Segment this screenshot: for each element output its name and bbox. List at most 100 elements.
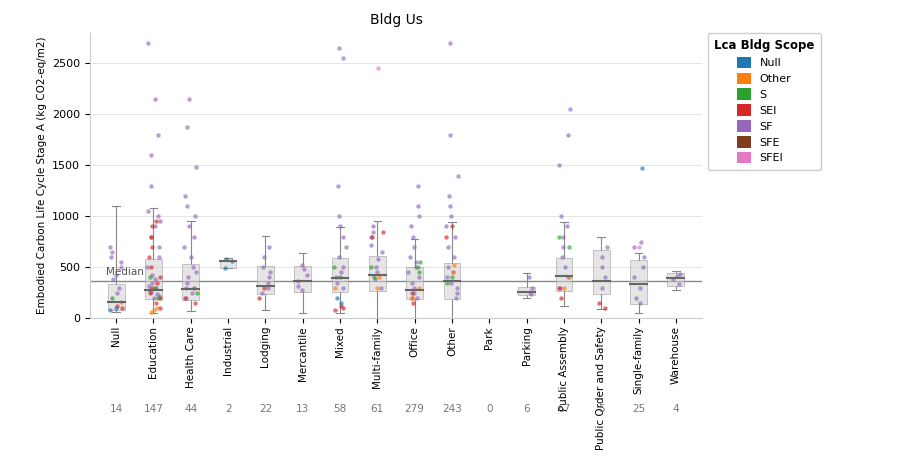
Point xyxy=(372,274,386,281)
Point xyxy=(556,233,571,241)
Point xyxy=(368,276,382,283)
Point xyxy=(141,39,156,47)
Point xyxy=(328,307,342,314)
Point xyxy=(598,304,612,312)
Point xyxy=(144,233,158,241)
Point xyxy=(186,233,201,241)
Point xyxy=(370,284,384,292)
Point xyxy=(330,182,345,190)
Point xyxy=(633,299,647,307)
Point xyxy=(148,95,162,103)
Point xyxy=(148,284,162,292)
Bar xyxy=(630,260,647,304)
Point xyxy=(364,241,378,249)
Point xyxy=(371,65,385,72)
Point xyxy=(407,243,421,251)
Point xyxy=(555,243,570,251)
Point xyxy=(178,294,193,301)
Point xyxy=(447,262,462,269)
Point xyxy=(371,256,385,263)
Point xyxy=(144,308,158,316)
Point xyxy=(140,207,155,215)
Bar xyxy=(145,259,162,299)
Point xyxy=(103,307,117,314)
Point xyxy=(261,284,275,292)
Point xyxy=(411,274,426,281)
Point xyxy=(148,284,163,292)
Point xyxy=(291,277,305,284)
Point xyxy=(364,263,378,271)
Point xyxy=(334,302,348,310)
Title: Bldg Us: Bldg Us xyxy=(370,14,422,28)
Bar xyxy=(183,264,199,300)
Point xyxy=(333,274,347,281)
Point xyxy=(114,258,129,266)
Bar xyxy=(220,260,237,268)
Point xyxy=(149,304,164,312)
Point xyxy=(336,284,350,292)
Point xyxy=(300,271,314,279)
Point xyxy=(110,289,124,297)
Point xyxy=(333,223,347,230)
Bar xyxy=(108,284,124,310)
Point xyxy=(450,289,464,297)
Point xyxy=(561,131,575,139)
Point xyxy=(143,288,157,295)
Point xyxy=(219,256,233,263)
Point xyxy=(106,276,121,283)
Point xyxy=(331,212,346,220)
Text: 67: 67 xyxy=(557,404,571,414)
Point xyxy=(329,274,344,281)
Point xyxy=(151,243,166,251)
Point xyxy=(152,292,166,300)
Bar xyxy=(668,273,684,285)
Point xyxy=(443,39,457,47)
Point xyxy=(405,294,419,301)
Point xyxy=(187,284,202,292)
Point xyxy=(151,212,166,220)
Point xyxy=(451,172,465,179)
Point xyxy=(627,243,642,251)
Bar xyxy=(406,267,423,299)
Text: 25: 25 xyxy=(632,404,645,414)
Point xyxy=(143,151,157,159)
Point xyxy=(404,223,419,230)
Point xyxy=(184,253,199,261)
Point xyxy=(445,274,459,281)
Point xyxy=(294,286,309,293)
Point xyxy=(374,284,388,292)
Point xyxy=(411,202,426,210)
Text: Median: Median xyxy=(105,267,143,278)
Point xyxy=(147,307,161,314)
Point xyxy=(554,253,569,261)
Bar xyxy=(331,258,348,292)
Bar xyxy=(518,287,535,295)
Point xyxy=(553,284,567,292)
Point xyxy=(441,243,455,251)
Point xyxy=(297,265,311,273)
Point xyxy=(595,263,609,271)
Point xyxy=(262,243,276,251)
Point xyxy=(406,299,420,307)
Point xyxy=(334,269,348,276)
Point xyxy=(441,263,455,271)
Point xyxy=(413,258,428,266)
Point xyxy=(558,263,572,271)
Text: 14: 14 xyxy=(110,404,122,414)
Point xyxy=(403,253,418,261)
Point xyxy=(180,202,194,210)
Point xyxy=(180,279,194,286)
Point xyxy=(225,257,239,265)
Point xyxy=(218,264,232,272)
Point xyxy=(562,274,577,281)
Point xyxy=(364,233,379,241)
Point xyxy=(522,274,536,281)
Text: 58: 58 xyxy=(333,404,346,414)
Point xyxy=(637,253,652,261)
Text: 279: 279 xyxy=(405,404,425,414)
Point xyxy=(188,299,202,307)
Bar xyxy=(444,263,461,299)
Point xyxy=(409,263,423,271)
Point xyxy=(591,299,606,307)
Point xyxy=(152,304,166,312)
